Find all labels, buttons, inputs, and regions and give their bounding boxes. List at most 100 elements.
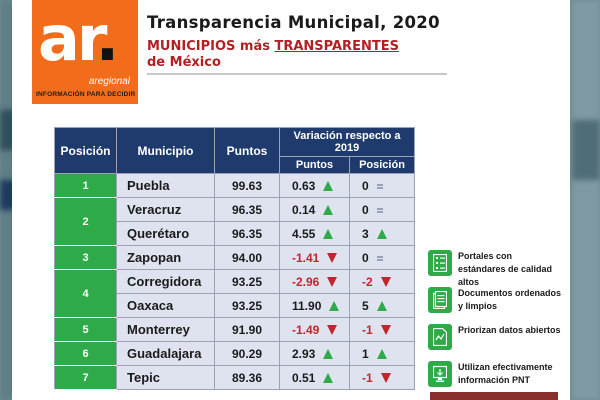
legend-item: Utilizan efectivamente información PNT — [428, 357, 562, 394]
ranking-table-body: 1 Puebla 99.63 0.63 0 2 Veracruz 96.35 0.14 0 Quer… — [54, 173, 415, 390]
variation-position-cell: 3 — [349, 221, 415, 246]
variation-points-cell: 2.93 — [279, 341, 350, 366]
column-header-position: Posición — [54, 127, 117, 174]
page-title: Transparencia Municipal, 2020 — [147, 13, 440, 32]
position-up-arrow-icon — [376, 301, 387, 312]
points-cell: 96.35 — [214, 197, 280, 222]
variation-points-cell: -1.41 — [279, 245, 350, 270]
variation-position-value: 5 — [362, 298, 369, 313]
table-row: 3 Zapopan 94.00 -1.41 0 — [54, 245, 415, 270]
ordered-document-icon — [428, 287, 452, 313]
legend-label: Portales con estándares de calidad altos — [458, 251, 553, 287]
table-row: Querétaro 96.35 4.55 3 — [55, 221, 415, 246]
brand-logo: ar. aregional INFORMACIÓN PARA DECIDIR — [32, 0, 138, 104]
checklist-document-icon — [428, 250, 452, 276]
points-up-arrow-icon — [323, 181, 334, 192]
column-header-points: Puntos — [214, 127, 280, 174]
points-cell: 96.35 — [214, 221, 280, 246]
variation-points-cell: 0.63 — [279, 173, 350, 198]
table-row: 6 Guadalajara 90.29 2.93 1 — [54, 341, 415, 366]
column-header-variation-position: Posición — [349, 156, 415, 174]
variation-position-value: -1 — [362, 370, 373, 385]
column-header-variation: Variación respecto a 2019 — [279, 127, 415, 157]
variation-position-value: -1 — [362, 322, 373, 337]
position-up-arrow-icon — [376, 229, 387, 240]
header-divider — [147, 73, 447, 75]
municipality-cell: Oaxaca — [116, 293, 215, 318]
municipality-cell: Zapopan — [116, 245, 215, 270]
points-up-arrow-icon — [323, 229, 334, 240]
variation-position-value: -2 — [362, 274, 373, 289]
variation-position-value: 3 — [362, 226, 369, 241]
variation-points-cell: 4.55 — [279, 221, 350, 246]
table-row: 1 Puebla 99.63 0.63 0 — [54, 173, 415, 198]
points-up-arrow-icon — [323, 205, 334, 216]
points-down-arrow-icon — [327, 325, 338, 336]
municipality-cell: Puebla — [116, 173, 215, 198]
position-up-arrow-icon — [376, 349, 387, 360]
variation-points-cell: 0.51 — [279, 365, 350, 390]
legend: Portales con estándares de calidad altos… — [428, 246, 562, 394]
variation-points-cell: -2.96 — [279, 269, 350, 294]
table-row: 4 Corregidora 93.25 -2.96 -2 — [54, 269, 415, 318]
variation-points-value: -2.96 — [292, 274, 320, 289]
variation-position-cell: 0 — [349, 197, 415, 222]
rank-cell: 7 — [54, 365, 117, 390]
variation-position-value: 0 — [362, 250, 369, 265]
rank-cell: 6 — [54, 341, 117, 366]
variation-position-cell: 5 — [349, 293, 415, 318]
municipality-cell: Guadalajara — [116, 341, 215, 366]
variation-points-value: 0.14 — [292, 202, 316, 217]
variation-position-cell: -1 — [349, 317, 415, 342]
legend-label: Priorizan datos abiertos — [458, 325, 561, 335]
variation-position-value: 0 — [362, 178, 369, 193]
table-row: 5 Monterrey 91.90 -1.49 -1 — [54, 317, 415, 342]
municipality-cell: Veracruz — [116, 197, 215, 222]
municipality-cell: Monterrey — [116, 317, 215, 342]
variation-points-value: 0.63 — [292, 178, 316, 193]
variation-points-value: 11.90 — [292, 298, 322, 313]
points-down-arrow-icon — [327, 253, 338, 264]
logo-mark: ar. — [38, 2, 119, 75]
rank-cell: 5 — [54, 317, 117, 342]
table-row: 7 Tepic 89.36 0.51 -1 — [54, 365, 415, 390]
municipality-cell: Tepic — [116, 365, 215, 390]
variation-points-cell: 11.90 — [279, 293, 350, 318]
points-up-arrow-icon — [323, 373, 334, 384]
variation-position-cell: -2 — [349, 269, 415, 294]
municipality-cell: Querétaro — [116, 221, 215, 246]
footer-accent-bar — [430, 392, 558, 400]
points-cell: 93.25 — [214, 293, 280, 318]
points-cell: 90.29 — [214, 341, 280, 366]
variation-points-value: 0.51 — [292, 370, 316, 385]
variation-points-cell: -1.49 — [279, 317, 350, 342]
points-cell: 94.00 — [214, 245, 280, 270]
position-down-arrow-icon — [380, 373, 391, 384]
variation-position-cell: -1 — [349, 365, 415, 390]
pnt-monitor-icon — [428, 361, 452, 387]
logo-wordmark: aregional — [88, 76, 130, 87]
legend-item: Priorizan datos abiertos — [428, 320, 562, 357]
position-down-arrow-icon — [380, 325, 391, 336]
variation-points-cell: 0.14 — [279, 197, 350, 222]
points-cell: 99.63 — [214, 173, 280, 198]
variation-position-cell: 0 — [349, 245, 415, 270]
legend-label: Utilizan efectivamente información PNT — [458, 362, 553, 385]
variation-position-value: 1 — [362, 346, 369, 361]
table-row: Oaxaca 93.25 11.90 5 — [55, 293, 415, 318]
column-header-variation-points: Puntos — [279, 156, 350, 174]
points-down-arrow-icon — [327, 277, 338, 288]
position-unchanged-icon — [376, 183, 383, 189]
variation-points-value: 2.93 — [292, 346, 316, 361]
points-up-arrow-icon — [329, 301, 340, 312]
position-unchanged-icon — [376, 207, 383, 213]
variation-points-value: -1.49 — [292, 322, 320, 337]
open-data-file-icon — [428, 324, 452, 350]
column-header-municipality: Municipio — [116, 127, 215, 174]
rank-cell: 4 — [54, 269, 117, 318]
rank-cell: 1 — [54, 173, 117, 198]
variation-position-cell: 1 — [349, 341, 415, 366]
variation-position-value: 0 — [362, 202, 369, 217]
rank-cell: 3 — [54, 245, 117, 270]
points-cell: 91.90 — [214, 317, 280, 342]
